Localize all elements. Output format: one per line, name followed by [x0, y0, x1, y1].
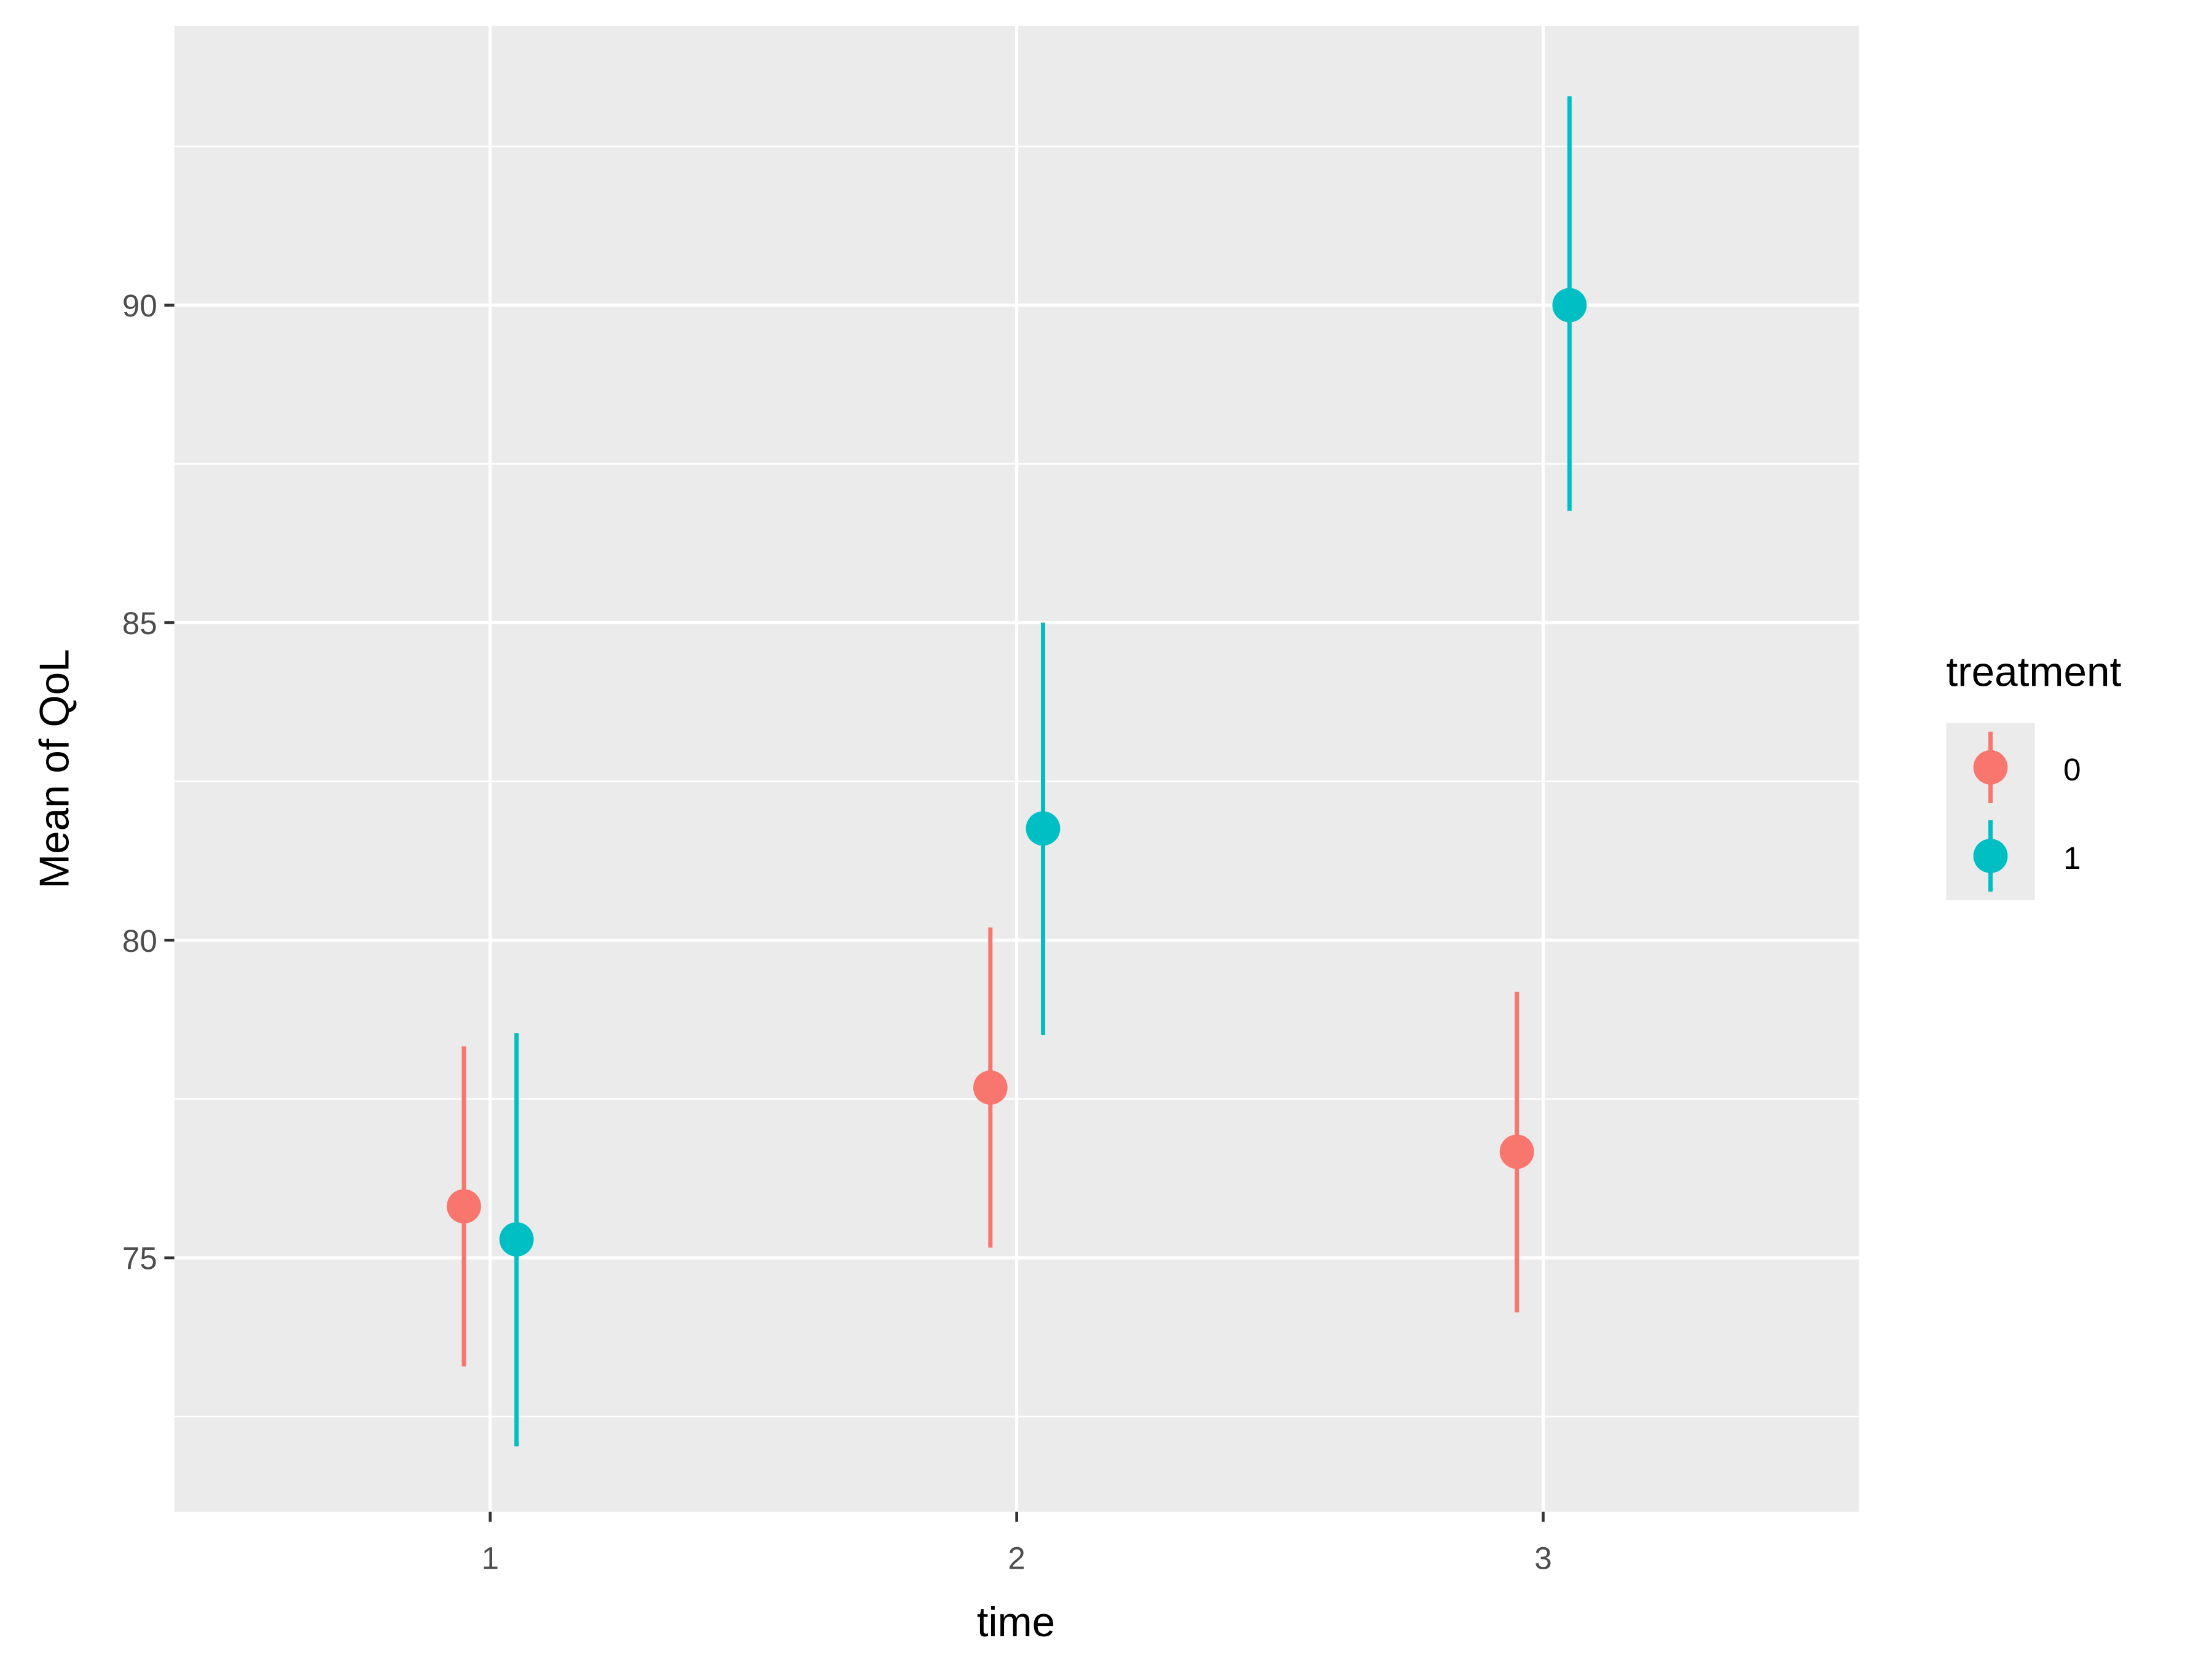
legend-key-point — [1973, 839, 2008, 873]
legend-label: 1 — [2063, 841, 2081, 876]
point — [1026, 811, 1061, 846]
point — [499, 1222, 534, 1257]
x-tick-label: 1 — [482, 1540, 499, 1575]
y-tick-label: 85 — [122, 606, 157, 641]
point — [1499, 1134, 1534, 1169]
point — [1552, 288, 1587, 323]
x-tick-label: 2 — [1008, 1540, 1025, 1575]
legend-key-point — [1973, 750, 2008, 785]
y-axis-title: Mean of QoL — [32, 649, 78, 888]
y-tick-label: 80 — [122, 924, 157, 959]
y-tick-label: 75 — [122, 1241, 157, 1276]
legend-label: 0 — [2063, 752, 2081, 787]
x-axis-title: time — [977, 1599, 1055, 1645]
y-tick-label: 90 — [122, 288, 157, 323]
x-tick-label: 3 — [1534, 1540, 1551, 1575]
legend-title: treatment — [1946, 649, 2121, 695]
point — [973, 1070, 1008, 1105]
point — [447, 1189, 481, 1224]
